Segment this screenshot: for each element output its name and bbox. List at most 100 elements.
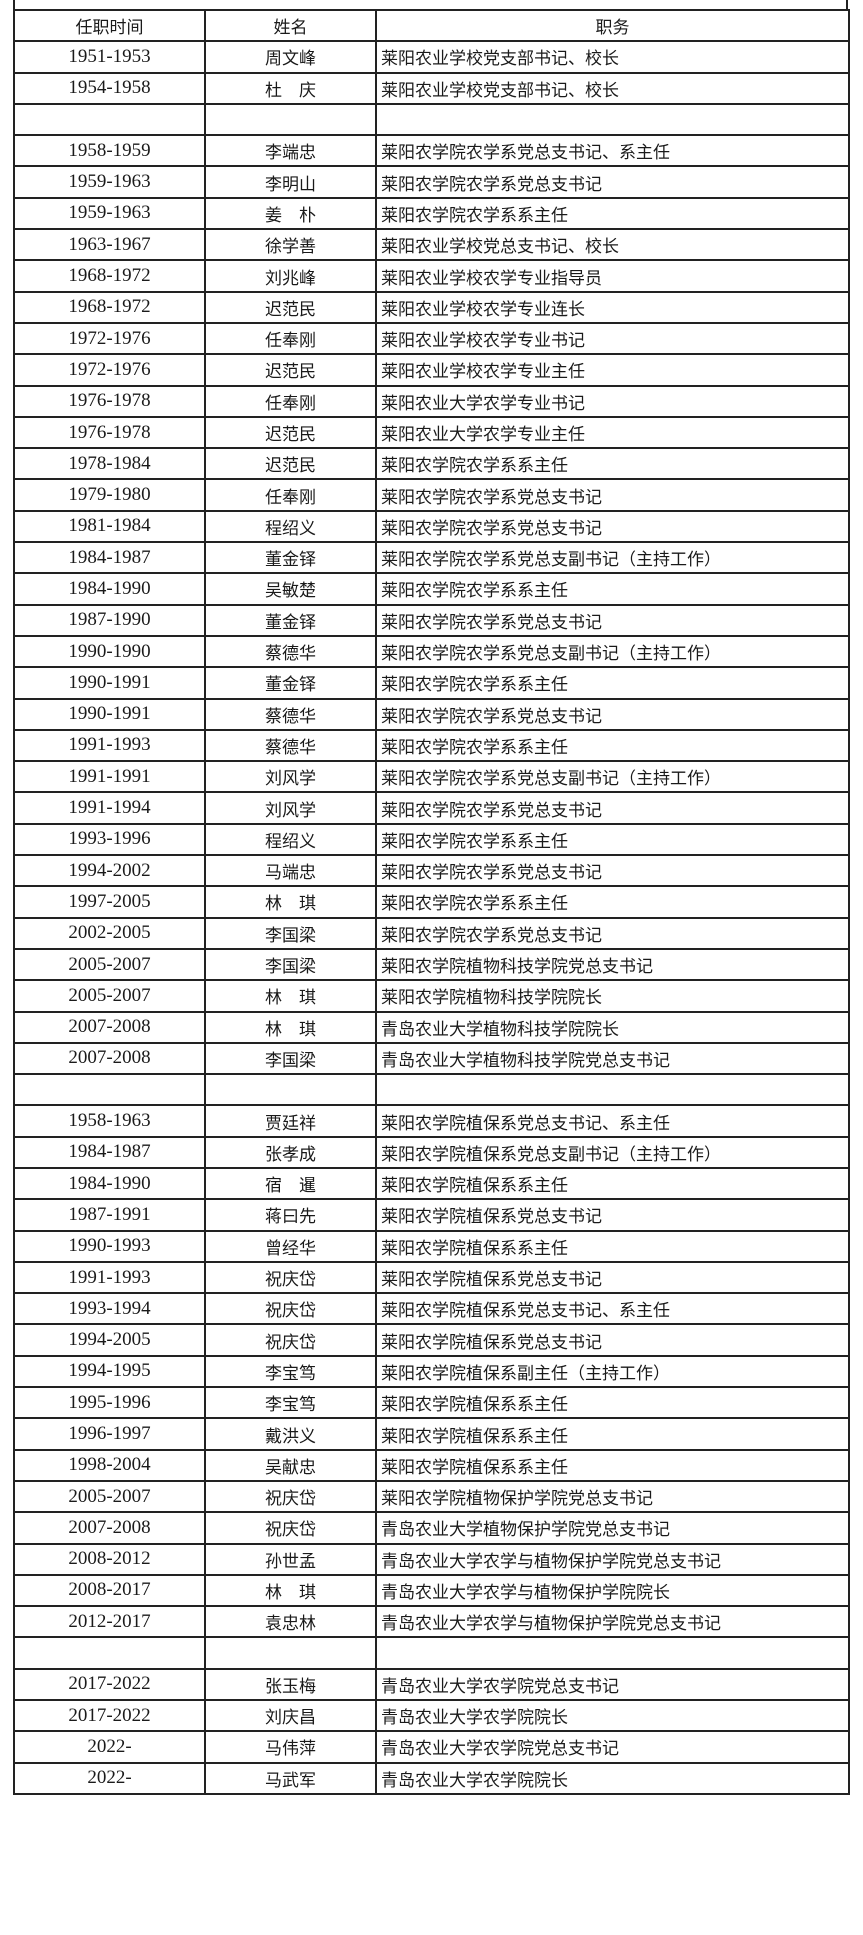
- cell-name: 李国梁: [204, 916, 377, 950]
- table-row: 1998-2004 吴献忠 莱阳农学院植保系系主任: [13, 1448, 850, 1482]
- cell-position: 莱阳农学院植保系党总支副书记（主持工作）: [375, 1135, 850, 1169]
- cell-name: 张孝成: [204, 1135, 377, 1169]
- cell-term: 2002-2005: [13, 916, 206, 950]
- cell-position: 莱阳农学院农学系党总支副书记（主持工作）: [375, 634, 850, 669]
- table-row: 1990-1990 蔡德华 莱阳农学院农学系党总支副书记（主持工作）: [13, 634, 850, 669]
- cell-position: 青岛农业大学植物科技学院党总支书记: [375, 1041, 850, 1076]
- cell-position: 莱阳农学院植保系系主任: [375, 1417, 850, 1451]
- cell-name: 宿 暹: [204, 1166, 377, 1201]
- cell-position: 莱阳农学院农学系系主任: [375, 666, 850, 700]
- cell-term: 1984-1990: [13, 1166, 206, 1201]
- table-row: 1976-1978 迟范民 莱阳农业大学农学专业主任: [13, 415, 850, 450]
- cell-term: 1995-1996: [13, 1386, 206, 1420]
- cell-term: 2012-2017: [13, 1605, 206, 1639]
- cell-term: 2005-2007: [13, 1479, 206, 1514]
- cell-term: 1968-1972: [13, 259, 206, 293]
- table-row: 1987-1991 蒋曰先 莱阳农学院植保系党总支书记: [13, 1198, 850, 1232]
- cell-name: 林 琪: [204, 1010, 377, 1044]
- cell-term: 1959-1963: [13, 196, 206, 231]
- cell-term: 1968-1972: [13, 290, 206, 324]
- cell-term: 1978-1984: [13, 447, 206, 481]
- table-row: 1954-1958 杜 庆莱阳农业学校党支部书记、校长: [13, 71, 850, 105]
- table-row: 2008-2017 林 琪青岛农业大学农学与植物保护学院院长: [13, 1573, 850, 1608]
- cell-name: 刘风学: [204, 760, 377, 794]
- table-row: 1987-1990 董金铎 莱阳农学院农学系党总支书记: [13, 603, 850, 637]
- cell-position: [375, 1636, 850, 1670]
- separator-row: [13, 1636, 850, 1670]
- separator-row: [13, 1073, 850, 1107]
- cell-name: 董金铎: [204, 603, 377, 637]
- cell-position: 莱阳农学院农学系党总支书记: [375, 916, 850, 950]
- table-row: 1951-1953 周文峰 莱阳农业学校党支部书记、校长: [13, 40, 850, 74]
- cell-name: 姜 朴: [204, 196, 377, 231]
- table-row: 1979-1980 任奉刚 莱阳农学院农学系党总支书记: [13, 478, 850, 512]
- cell-name: 林 琪: [204, 979, 377, 1013]
- table-row: 2007-2008 林 琪青岛农业大学植物科技学院院长: [13, 1010, 850, 1044]
- table-row: 1968-1972 迟范民 莱阳农业学校农学专业连长: [13, 290, 850, 324]
- cell-position: 莱阳农学院农学系系主任: [375, 572, 850, 606]
- table-row: 2005-2007 李国梁 莱阳农学院植物科技学院党总支书记: [13, 947, 850, 982]
- table-row: 2007-2008 祝庆岱 青岛农业大学植物保护学院党总支书记: [13, 1511, 850, 1545]
- cell-position: 莱阳农学院植保系党总支书记、系主任: [375, 1104, 850, 1138]
- cell-name: 刘兆峰: [204, 259, 377, 293]
- cell-name: 程绍义: [204, 509, 377, 544]
- cell-term: 1984-1990: [13, 572, 206, 606]
- cell-position: 莱阳农业学校农学专业连长: [375, 290, 850, 324]
- cell-position: 莱阳农学院农学系党总支书记: [375, 509, 850, 544]
- cell-name: 任奉刚: [204, 321, 377, 356]
- cell-term: 2008-2017: [13, 1573, 206, 1608]
- cell-position: 莱阳农学院农学系系主任: [375, 822, 850, 857]
- cell-position: 莱阳农业大学农学专业主任: [375, 415, 850, 450]
- cell-term: 1958-1959: [13, 134, 206, 168]
- cell-term: 1991-1991: [13, 760, 206, 794]
- cell-position: 莱阳农学院农学系系主任: [375, 196, 850, 231]
- cell-name: 刘风学: [204, 791, 377, 825]
- table-row: 1972-1976 迟范民 莱阳农业学校农学专业主任: [13, 353, 850, 387]
- table-header-row: 任职时间 姓名 职务: [13, 8, 850, 43]
- cell-term: 1979-1980: [13, 478, 206, 512]
- table-row: 1994-2005 祝庆岱 莱阳农学院植保系党总支书记: [13, 1323, 850, 1357]
- cell-position: 青岛农业大学农学与植物保护学院党总支书记: [375, 1542, 850, 1576]
- cell-term: [13, 102, 206, 137]
- cell-position: 莱阳农业学校党支部书记、校长: [375, 71, 850, 105]
- cell-position: 莱阳农学院植保系系主任: [375, 1166, 850, 1201]
- header-name: 姓名: [204, 8, 377, 43]
- cell-name: 任奉刚: [204, 478, 377, 512]
- cell-position: 莱阳农学院植保系党总支书记、系主任: [375, 1292, 850, 1326]
- table-row: 1959-1963 姜 朴莱阳农学院农学系系主任: [13, 196, 850, 231]
- cell-term: 1976-1978: [13, 384, 206, 418]
- cell-position: 青岛农业大学农学院党总支书记: [375, 1730, 850, 1764]
- table-row: 1958-1963 贾廷祥 莱阳农学院植保系党总支书记、系主任: [13, 1104, 850, 1138]
- cell-name: 迟范民: [204, 290, 377, 324]
- cell-term: 1972-1976: [13, 321, 206, 356]
- cell-name: 曾经华: [204, 1229, 377, 1263]
- cell-name: 杜 庆: [204, 71, 377, 105]
- cell-name: 贾廷祥: [204, 1104, 377, 1138]
- cell-term: 1994-2005: [13, 1323, 206, 1357]
- cell-term: 1991-1993: [13, 1260, 206, 1295]
- cell-term: 1990-1991: [13, 666, 206, 700]
- cell-term: 2022-: [13, 1730, 206, 1764]
- cell-term: 2005-2007: [13, 947, 206, 982]
- table-row: 1995-1996 李宝笃 莱阳农学院植保系系主任: [13, 1386, 850, 1420]
- cell-position: 莱阳农学院农学系党总支书记: [375, 478, 850, 512]
- cell-position: 莱阳农学院植物科技学院党总支书记: [375, 947, 850, 982]
- cell-term: 1984-1987: [13, 541, 206, 575]
- cell-name: 袁忠林: [204, 1605, 377, 1639]
- cell-position: 莱阳农学院植保系副主任（主持工作）: [375, 1354, 850, 1389]
- cell-position: 青岛农业大学植物科技学院院长: [375, 1010, 850, 1044]
- table-row: 2012-2017 袁忠林 青岛农业大学农学与植物保护学院党总支书记: [13, 1605, 850, 1639]
- cell-name: 李明山: [204, 165, 377, 199]
- cell-term: 1972-1976: [13, 353, 206, 387]
- table-row: 2022- 马武军 青岛农业大学农学院院长: [13, 1761, 850, 1795]
- cell-position: 莱阳农学院植保系系主任: [375, 1448, 850, 1482]
- cell-position: 青岛农业大学农学与植物保护学院党总支书记: [375, 1605, 850, 1639]
- cell-position: 青岛农业大学农学院院长: [375, 1699, 850, 1733]
- cell-term: 2017-2022: [13, 1667, 206, 1702]
- cell-term: 1991-1993: [13, 728, 206, 763]
- table-row: 1976-1978 任奉刚 莱阳农业大学农学专业书记: [13, 384, 850, 418]
- cell-position: 莱阳农学院植保系系主任: [375, 1386, 850, 1420]
- cell-position: 莱阳农学院农学系党总支书记: [375, 791, 850, 825]
- cell-name: [204, 1073, 377, 1107]
- cell-name: 程绍义: [204, 822, 377, 857]
